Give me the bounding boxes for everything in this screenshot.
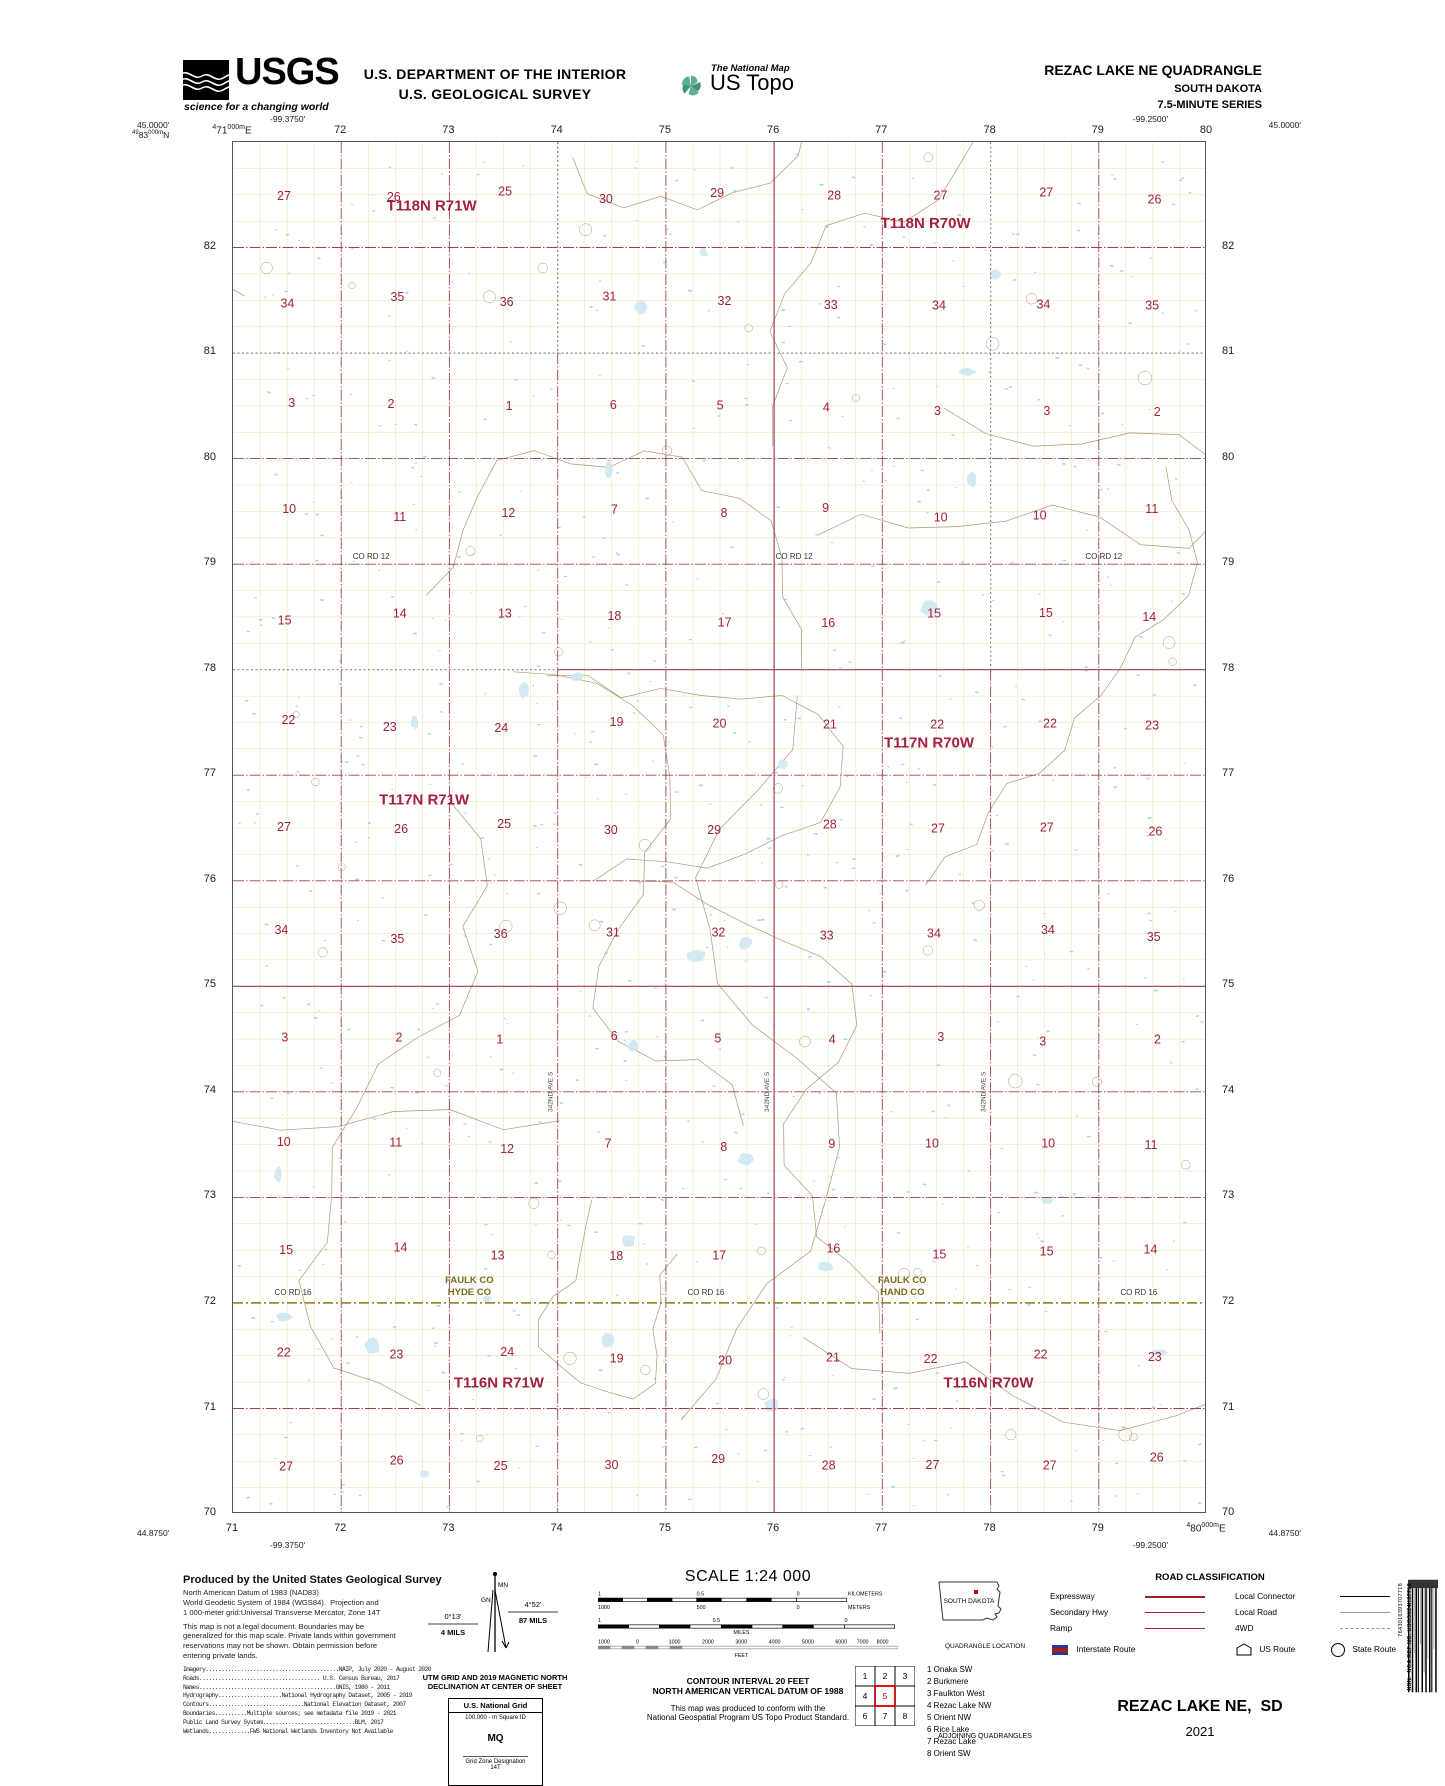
svg-text:4 MILS: 4 MILS [441, 1628, 465, 1637]
svg-text:1000: 1000 [669, 1640, 681, 1646]
svg-text:7000: 7000 [857, 1640, 869, 1646]
svg-text:GN: GN [481, 1597, 491, 1604]
svg-text:2000: 2000 [702, 1640, 714, 1646]
svg-text:4000: 4000 [769, 1640, 781, 1646]
svg-text:1000: 1000 [598, 1640, 610, 1646]
svg-text:0.5: 0.5 [713, 1618, 720, 1624]
svg-text:2: 2 [883, 1671, 888, 1681]
svg-text:0: 0 [797, 1605, 800, 1611]
svg-text:1: 1 [598, 1592, 601, 1598]
svg-text:4°52': 4°52' [525, 1600, 543, 1609]
svg-text:0: 0 [845, 1618, 848, 1624]
svg-text:87 MILS: 87 MILS [519, 1616, 547, 1625]
svg-text:6000: 6000 [835, 1640, 847, 1646]
svg-text:MILES: MILES [733, 1630, 749, 1636]
svg-text:3: 3 [903, 1671, 908, 1681]
svg-text:500: 500 [697, 1605, 706, 1611]
svg-text:MN: MN [498, 1582, 508, 1589]
svg-text:0°13': 0°13' [445, 1612, 463, 1621]
svg-text:0: 0 [636, 1640, 639, 1646]
svg-text:8: 8 [903, 1711, 908, 1721]
svg-text:KILOMETERS: KILOMETERS [848, 1592, 883, 1598]
svg-text:1000: 1000 [598, 1605, 610, 1611]
svg-text:1: 1 [863, 1671, 868, 1681]
svg-text:0.5: 0.5 [697, 1592, 704, 1598]
svg-text:3000: 3000 [735, 1640, 747, 1646]
svg-text:1: 1 [598, 1618, 601, 1624]
svg-text:0: 0 [797, 1592, 800, 1598]
svg-text:5000: 5000 [802, 1640, 814, 1646]
svg-text:7: 7 [883, 1711, 888, 1721]
svg-text:SOUTH DAKOTA: SOUTH DAKOTA [944, 1598, 995, 1605]
svg-text:METERS: METERS [848, 1605, 871, 1611]
svg-text:8000: 8000 [877, 1640, 889, 1646]
svg-text:5: 5 [883, 1691, 888, 1701]
svg-text:FEET: FEET [735, 1653, 749, 1659]
svg-text:4: 4 [863, 1691, 868, 1701]
svg-text:6: 6 [863, 1711, 868, 1721]
